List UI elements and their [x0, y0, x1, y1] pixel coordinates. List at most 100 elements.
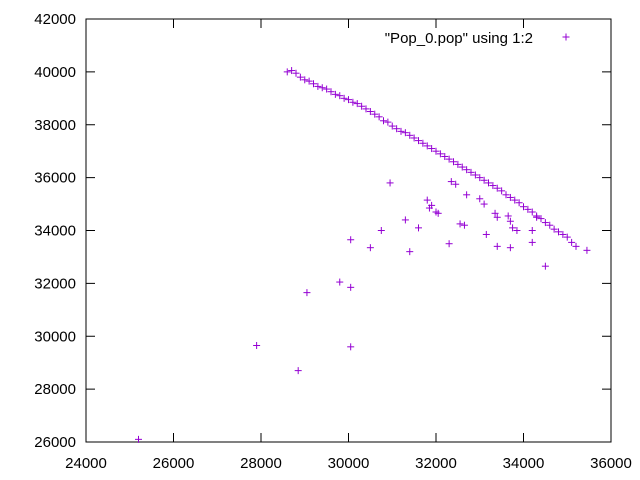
y-tick-label: 42000: [34, 11, 76, 28]
data-point: [568, 238, 576, 246]
data-point: [445, 240, 453, 248]
data-point: [541, 219, 549, 227]
data-point: [327, 88, 335, 96]
data-point: [463, 191, 471, 199]
x-tick-label: 36000: [590, 455, 632, 472]
data-point: [559, 230, 567, 238]
data-point: [436, 150, 444, 158]
data-point: [283, 68, 291, 76]
data-point: [537, 215, 545, 223]
data-point: [135, 435, 142, 443]
data-point: [397, 127, 405, 135]
data-point: [415, 137, 422, 145]
data-point: [401, 129, 409, 137]
data-point: [336, 92, 344, 100]
data-point: [347, 283, 355, 291]
data-point: [541, 262, 549, 270]
data-point: [504, 212, 512, 220]
data-point: [362, 105, 370, 113]
data-point: [423, 142, 431, 150]
data-point: [410, 134, 418, 142]
data-point: [482, 230, 490, 238]
legend-marker: [562, 33, 570, 41]
data-point: [393, 125, 401, 133]
data-point: [528, 208, 536, 216]
data-point: [345, 96, 352, 104]
data-point: [546, 221, 554, 229]
y-tick-label: 28000: [34, 381, 76, 398]
data-point: [347, 343, 355, 351]
data-point: [380, 117, 387, 125]
legend: "Pop_0.pop" using 1:2: [385, 30, 570, 47]
data-point: [513, 227, 521, 234]
data-point: [463, 166, 471, 174]
data-point: [292, 69, 300, 77]
data-point: [489, 182, 497, 190]
y-tick-label: 40000: [34, 64, 76, 81]
y-tick-label: 38000: [34, 117, 76, 134]
data-point: [340, 94, 348, 102]
data-point: [445, 155, 453, 163]
data-point: [288, 67, 296, 75]
y-tick-label: 32000: [34, 275, 76, 292]
data-point: [318, 84, 326, 92]
data-point: [371, 110, 379, 118]
data-point: [432, 147, 440, 155]
data-point: [454, 160, 462, 168]
data-point: [323, 85, 331, 93]
data-point: [498, 187, 506, 195]
data-point: [406, 131, 414, 139]
data-point: [347, 236, 355, 244]
data-point: [506, 193, 514, 201]
y-tick-label: 36000: [34, 170, 76, 187]
data-point: [515, 199, 523, 207]
x-tick-label: 28000: [240, 455, 282, 472]
data-point: [384, 118, 392, 126]
data-point: [450, 158, 457, 166]
data-point: [336, 278, 344, 286]
data-point: [480, 200, 488, 208]
legend-label: "Pop_0.pop" using 1:2: [385, 30, 533, 47]
x-tick-label: 30000: [328, 455, 370, 472]
data-point: [447, 178, 455, 186]
data-point: [366, 244, 374, 252]
x-tick-label: 32000: [415, 455, 457, 472]
data-point: [441, 152, 449, 160]
data-point: [471, 171, 479, 179]
data-point: [428, 145, 436, 153]
axes: 24000 26000 28000 30000 32000 34000 36000 26000…: [34, 11, 632, 472]
data-point: [349, 98, 357, 106]
data-point: [506, 217, 514, 225]
data-point: [528, 227, 536, 234]
data-point: [428, 201, 436, 209]
data-point: [406, 248, 414, 256]
data-point: [366, 108, 374, 116]
data-point: [253, 342, 261, 350]
data-point: [502, 191, 510, 199]
data-point: [524, 205, 532, 213]
data-point: [358, 102, 366, 110]
data-point: [303, 289, 311, 297]
data-points: [135, 67, 591, 443]
data-point: [491, 209, 499, 217]
data-point: [353, 100, 361, 108]
data-point: [419, 139, 427, 147]
data-point: [583, 246, 591, 254]
data-point: [520, 203, 527, 211]
data-point: [467, 168, 475, 176]
data-point: [388, 122, 396, 130]
data-point: [506, 244, 514, 252]
data-point: [377, 227, 385, 234]
data-point: [555, 228, 562, 236]
data-point: [493, 242, 501, 250]
x-tick-label: 24000: [65, 455, 107, 472]
data-point: [511, 196, 519, 204]
y-tick-label: 26000: [34, 434, 76, 451]
data-point: [423, 196, 431, 204]
data-point: [452, 180, 460, 188]
data-point: [301, 76, 309, 84]
data-point: [533, 213, 541, 221]
data-point: [415, 224, 422, 232]
data-point: [386, 179, 394, 187]
